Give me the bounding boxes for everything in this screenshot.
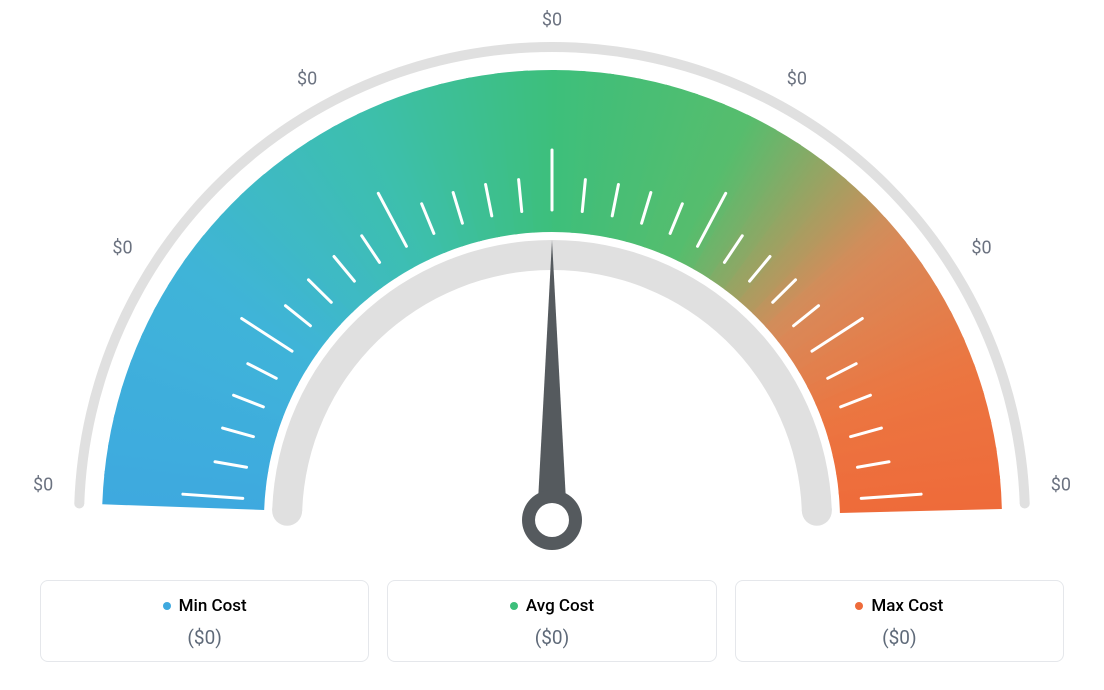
legend-dot-max: [855, 602, 863, 610]
legend-value-avg: ($0): [398, 626, 705, 649]
legend-dot-avg: [510, 602, 518, 610]
legend-label-min: Min Cost: [179, 596, 247, 616]
legend-card-min: Min Cost ($0): [40, 580, 369, 662]
legend-row: Min Cost ($0) Avg Cost ($0) Max Cost ($0…: [40, 580, 1064, 662]
legend-value-min: ($0): [51, 626, 358, 649]
legend-label-max: Max Cost: [871, 596, 943, 616]
gauge-tick-label: $0: [297, 68, 317, 89]
legend-title-max: Max Cost: [855, 596, 943, 616]
gauge-svg: [0, 0, 1104, 570]
gauge-tick-label: $0: [33, 475, 53, 496]
legend-dot-min: [163, 602, 171, 610]
legend-card-max: Max Cost ($0): [735, 580, 1064, 662]
legend-label-avg: Avg Cost: [526, 596, 594, 616]
legend-title-avg: Avg Cost: [510, 596, 594, 616]
gauge-tick-label: $0: [112, 237, 132, 258]
gauge-tick-label: $0: [971, 237, 991, 258]
gauge-tick-label: $0: [1051, 475, 1071, 496]
legend-value-max: ($0): [746, 626, 1053, 649]
legend-title-min: Min Cost: [163, 596, 247, 616]
gauge-chart: $0 $0 $0 $0 $0 $0 $0: [0, 0, 1104, 570]
gauge-tick-label: $0: [787, 68, 807, 89]
gauge-tick-label: $0: [542, 10, 562, 31]
legend-card-avg: Avg Cost ($0): [387, 580, 716, 662]
